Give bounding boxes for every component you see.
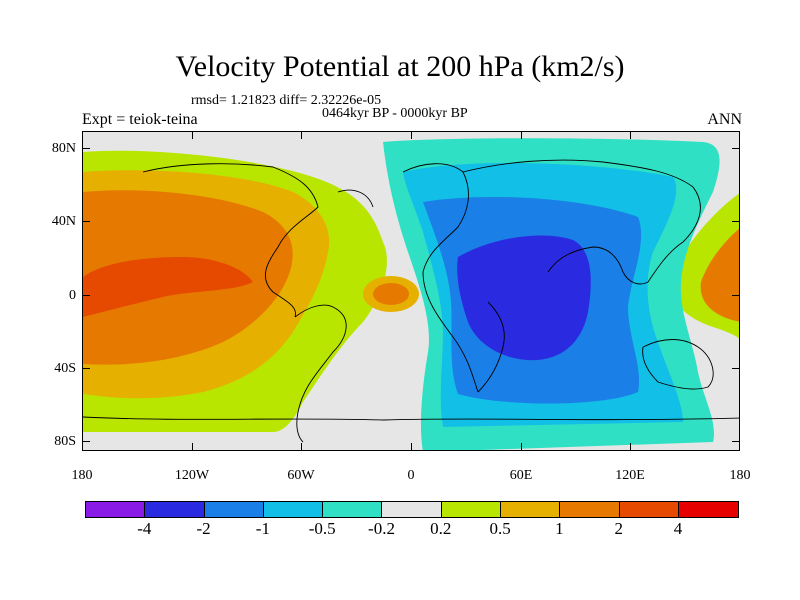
y-tick [732, 221, 740, 222]
x-tick-label-60E: 60E [509, 468, 533, 483]
positive-core-east-atlantic-inner [373, 283, 409, 305]
colorbar-swatch [86, 502, 146, 517]
colorbar-swatch [382, 502, 442, 517]
season-label: ANN [707, 111, 742, 128]
colorbar-swatch [441, 502, 502, 517]
y-tick-label-40N: 40N [51, 214, 76, 229]
colorbar-swatch [323, 502, 383, 517]
x-tick-label-0: 0 [407, 468, 415, 483]
colorbar-swatch [560, 502, 620, 517]
colorbar-label: 1 [555, 519, 564, 538]
x-tick [411, 131, 412, 139]
x-tick-label-60W: 60W [287, 468, 315, 483]
x-tick [521, 443, 522, 451]
y-tick-label-40S: 40S [54, 361, 76, 376]
y-tick-label-80S: 80S [54, 434, 76, 449]
colorbar-swatch [145, 502, 205, 517]
colorbar-label: 0.2 [430, 519, 452, 538]
positive-region-4 [83, 257, 253, 317]
y-tick [732, 148, 740, 149]
x-tick-label-120W: 120W [174, 468, 210, 483]
x-tick-label-180: 180 [71, 468, 93, 483]
y-tick [82, 148, 90, 149]
y-tick [732, 295, 740, 296]
stats-text: rmsd= 1.21823 diff= 2.32226e-05 [191, 93, 382, 108]
x-tick [411, 443, 412, 451]
colorbar-swatch [263, 502, 324, 517]
colorbar-label: -2 [196, 519, 211, 538]
x-tick [521, 131, 522, 139]
x-tick-label-120E: 120E [615, 468, 645, 483]
colorbar-label: -4 [137, 519, 152, 538]
y-tick-label-80N: 80N [51, 141, 76, 156]
colorbar-label: -0.5 [308, 519, 336, 538]
map-plot-area [82, 131, 740, 451]
y-tick [82, 441, 90, 442]
x-tick [630, 443, 631, 451]
y-tick [82, 221, 90, 222]
colorbar-swatch [501, 502, 561, 517]
colorbar-swatch [204, 502, 264, 517]
experiment-label: Expt = teiok-teina [82, 111, 198, 128]
positive-region-west-pacific-inner [700, 228, 739, 322]
x-tick [630, 131, 631, 139]
colorbar-label: 4 [673, 519, 683, 538]
x-tick [192, 443, 193, 451]
y-tick [732, 368, 740, 369]
y-tick [732, 441, 740, 442]
plot-title: Velocity Potential at 200 hPa (km2/s) [175, 50, 625, 83]
coastlines [83, 159, 739, 443]
x-tick-label-180-east: 180 [729, 468, 751, 483]
colorbar-label: 2 [614, 519, 623, 538]
colorbar-label: 0.5 [489, 519, 511, 538]
y-tick-label-0: 0 [69, 288, 76, 303]
velocity-potential-map [83, 132, 739, 450]
x-tick [192, 131, 193, 139]
y-tick [82, 295, 90, 296]
colorbar-swatch [678, 502, 739, 517]
colorbar-label: -0.2 [368, 519, 395, 538]
colorbar-swatch [619, 502, 679, 517]
negative-region-2 [457, 235, 591, 361]
x-tick [301, 443, 302, 451]
colorbar [85, 501, 740, 518]
colorbar-label: -1 [255, 519, 270, 538]
period-text: 0464kyr BP - 0000kyr BP [322, 106, 468, 121]
x-tick [301, 131, 302, 139]
y-tick [82, 368, 90, 369]
